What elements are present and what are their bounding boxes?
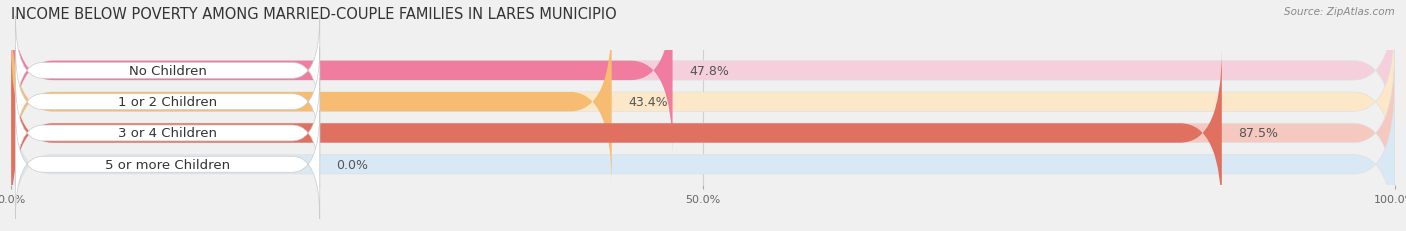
FancyBboxPatch shape xyxy=(11,0,672,155)
Text: 3 or 4 Children: 3 or 4 Children xyxy=(118,127,217,140)
Text: No Children: No Children xyxy=(128,65,207,78)
Text: 47.8%: 47.8% xyxy=(689,65,730,78)
FancyBboxPatch shape xyxy=(15,79,319,188)
FancyBboxPatch shape xyxy=(15,110,319,219)
Text: 1 or 2 Children: 1 or 2 Children xyxy=(118,96,217,109)
FancyBboxPatch shape xyxy=(11,18,1395,186)
Text: Source: ZipAtlas.com: Source: ZipAtlas.com xyxy=(1284,7,1395,17)
FancyBboxPatch shape xyxy=(11,0,1395,155)
Text: 87.5%: 87.5% xyxy=(1239,127,1278,140)
Text: 0.0%: 0.0% xyxy=(336,158,368,171)
FancyBboxPatch shape xyxy=(11,50,1395,217)
FancyBboxPatch shape xyxy=(15,48,319,157)
Text: INCOME BELOW POVERTY AMONG MARRIED-COUPLE FAMILIES IN LARES MUNICIPIO: INCOME BELOW POVERTY AMONG MARRIED-COUPL… xyxy=(11,7,617,22)
FancyBboxPatch shape xyxy=(11,81,1395,231)
Text: 43.4%: 43.4% xyxy=(628,96,668,109)
Text: 5 or more Children: 5 or more Children xyxy=(105,158,231,171)
FancyBboxPatch shape xyxy=(11,18,612,186)
FancyBboxPatch shape xyxy=(11,50,1222,217)
FancyBboxPatch shape xyxy=(15,17,319,125)
